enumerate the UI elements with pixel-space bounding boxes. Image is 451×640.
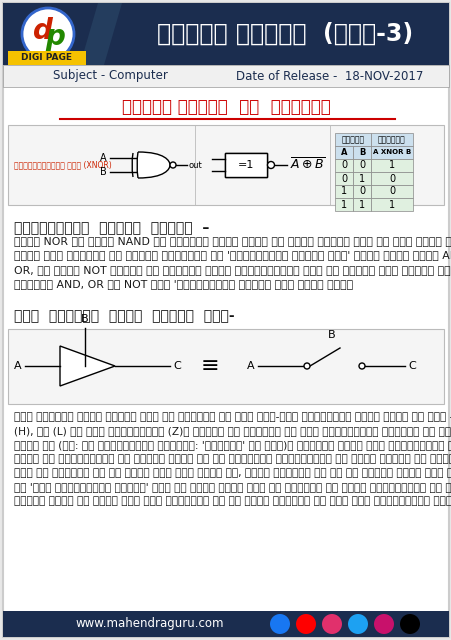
PathPatch shape <box>138 152 170 178</box>
Circle shape <box>269 614 290 634</box>
Text: DIGI PAGE: DIGI PAGE <box>22 54 72 63</box>
Text: C: C <box>407 361 415 371</box>
Polygon shape <box>80 3 122 65</box>
Text: 1: 1 <box>388 161 394 170</box>
Bar <box>225 153 267 177</box>
Text: 0: 0 <box>358 186 364 196</box>
Text: $\overline{A \oplus B}$: $\overline{A \oplus B}$ <box>290 157 324 173</box>
Circle shape <box>373 614 393 634</box>
Text: 1: 1 <box>340 186 346 196</box>
Text: 1: 1 <box>358 200 364 209</box>
Text: नहीं है (अत: ये युक्तियाँ वस्तुत: 'बाइनरी' ही हैं)। किन्तु अपने हाई इम्पीडेंस वा: नहीं है (अत: ये युक्तियाँ वस्तुत: 'बाइनर… <box>14 440 451 450</box>
Text: B: B <box>81 314 88 324</box>
Bar <box>334 172 352 185</box>
Text: है। जो युक्ति बस को डेटा भेज रही होती है, उसको छोड़कर उस बस से जुड़ी अन्य सभी यु: है। जो युक्ति बस को डेटा भेज रही होती है… <box>14 468 451 478</box>
Text: A: A <box>100 153 107 163</box>
Bar <box>3 611 448 637</box>
Text: Subject - Computer: Subject - Computer <box>52 70 167 83</box>
Text: C: C <box>173 361 180 371</box>
Text: इनपुट: इनपुट <box>341 135 364 144</box>
Text: B: B <box>100 167 107 177</box>
Bar <box>370 185 412 198</box>
Bar <box>225 153 267 177</box>
Polygon shape <box>60 346 115 386</box>
Text: A: A <box>340 148 346 157</box>
Text: =1: =1 <box>237 160 253 170</box>
Bar <box>3 3 448 65</box>
Text: p: p <box>45 23 65 51</box>
Bar <box>370 133 412 146</box>
Bar <box>334 159 352 172</box>
Text: 0: 0 <box>388 186 394 196</box>
Text: लॉजिक गेट्स  के  प्रकार: लॉजिक गेट्स के प्रकार <box>121 98 330 116</box>
Text: d: d <box>33 17 53 45</box>
Bar <box>370 198 412 211</box>
Text: 1: 1 <box>358 173 364 184</box>
Circle shape <box>22 8 74 60</box>
Text: 0: 0 <box>340 173 346 184</box>
Bar <box>352 146 370 159</box>
Text: ≡: ≡ <box>200 356 219 376</box>
Text: यूनिवर्सल  लॉजिक  गेट्स  –: यूनिवर्सल लॉजिक गेट्स – <box>14 221 209 235</box>
Bar <box>352 172 370 185</box>
Text: out: out <box>189 161 202 170</box>
Text: 1: 1 <box>388 200 394 209</box>
Bar <box>370 159 412 172</box>
Circle shape <box>358 363 364 369</box>
Text: B: B <box>327 330 335 340</box>
Bar <box>334 198 352 211</box>
Circle shape <box>347 614 367 634</box>
Bar <box>352 198 370 211</box>
Circle shape <box>170 162 175 168</box>
Circle shape <box>267 161 274 168</box>
Text: 0: 0 <box>388 173 394 184</box>
Text: 0: 0 <box>358 161 364 170</box>
Text: तीन  अवस्था  वाले  लॉजिक  गेट-: तीन अवस्था वाले लॉजिक गेट- <box>14 309 234 323</box>
Text: लॉजिक गेट्स  (भाग-3): लॉजिक गेट्स (भाग-3) <box>156 22 412 46</box>
Text: सकता है। इसलिये इन लॉजिक द्वारों को 'यूनिवर्सल लॉजिक गेट' कहते हैं। केवल AND, या: सकता है। इसलिये इन लॉजिक द्वारों को 'यून… <box>14 250 451 260</box>
Bar <box>370 146 412 159</box>
Text: B: B <box>358 148 364 157</box>
Text: A: A <box>247 361 254 371</box>
Circle shape <box>321 614 341 634</box>
Bar <box>8 329 443 404</box>
Bar <box>8 125 443 205</box>
Text: को 'हाई इम्पीडेंस स्टेट' में कर दिया जाता है। इस प्रकार ये अन्य युक्तियाँ एक प्र: को 'हाई इम्पीडेंस स्टेट' में कर दिया जात… <box>14 482 451 492</box>
Text: इसलिये AND, OR और NOT गेट 'यूनिवर्सल लॉजिक गेट नहीं हैं।: इसलिये AND, OR और NOT गेट 'यूनिवर्सल लॉज… <box>14 280 352 289</box>
Text: तीन अवस्था वाले लॉजिक गेट के आउटपुट की तीन अलग-अलग अवस्थाएँ होती हैं। ये हैं - ह: तीन अवस्था वाले लॉजिक गेट के आउटपुट की त… <box>14 412 451 422</box>
Text: जुड़ी होकर भी उससे अलग हैं क्योंकि बस और इनके आउटपुट के बीच हाई इम्पीडेंस मौजूद : जुड़ी होकर भी उससे अलग हैं क्योंकि बस और… <box>14 496 451 506</box>
Bar <box>352 159 370 172</box>
Text: www.mahendraguru.com: www.mahendraguru.com <box>76 618 224 630</box>
Bar <box>334 146 352 159</box>
Bar <box>334 133 370 146</box>
Text: A XNOR B: A XNOR B <box>372 150 410 156</box>
Text: Date of Release -  18-NOV-2017: Date of Release - 18-NOV-2017 <box>236 70 423 83</box>
Circle shape <box>399 614 419 634</box>
Text: आउटपुट: आउटपुट <box>377 135 405 144</box>
Text: OR, या केवल NOT गेटों का प्रयोग करके इच्छानुसार कोई भी लॉजिक फलन बनाने सम्भव नही: OR, या केवल NOT गेटों का प्रयोग करके इच्… <box>14 265 451 275</box>
Text: कारण इन युक्तियों का उपयोग डेटा बस पर विभिन्न युक्तियों से डेटा भेजने के लिये कि: कारण इन युक्तियों का उपयोग डेटा बस पर वि… <box>14 454 451 464</box>
Bar <box>370 172 412 185</box>
Bar <box>3 65 448 87</box>
Bar <box>334 185 352 198</box>
Bar <box>8 51 86 65</box>
Text: (H), लो (L) और हाई इम्पीडेंस (Z)। लॉजिक की दृष्टि से हाई इम्पीडेंस अवस्था की कोई: (H), लो (L) और हाई इम्पीडेंस (Z)। लॉजिक … <box>14 426 451 436</box>
Circle shape <box>304 363 309 369</box>
Text: इक्सक्लुसिव नॉर (XNOR): इक्सक्लुसिव नॉर (XNOR) <box>14 161 111 170</box>
Text: 0: 0 <box>340 161 346 170</box>
Bar <box>352 185 370 198</box>
Circle shape <box>295 614 315 634</box>
Text: केवल NOR या केवल NAND का प्रयोग करके किसी भी अन्य लॉजिक गेट का काम लिया जा: केवल NOR या केवल NAND का प्रयोग करके किस… <box>14 236 451 246</box>
Text: A: A <box>14 361 22 371</box>
Text: 1: 1 <box>340 200 346 209</box>
